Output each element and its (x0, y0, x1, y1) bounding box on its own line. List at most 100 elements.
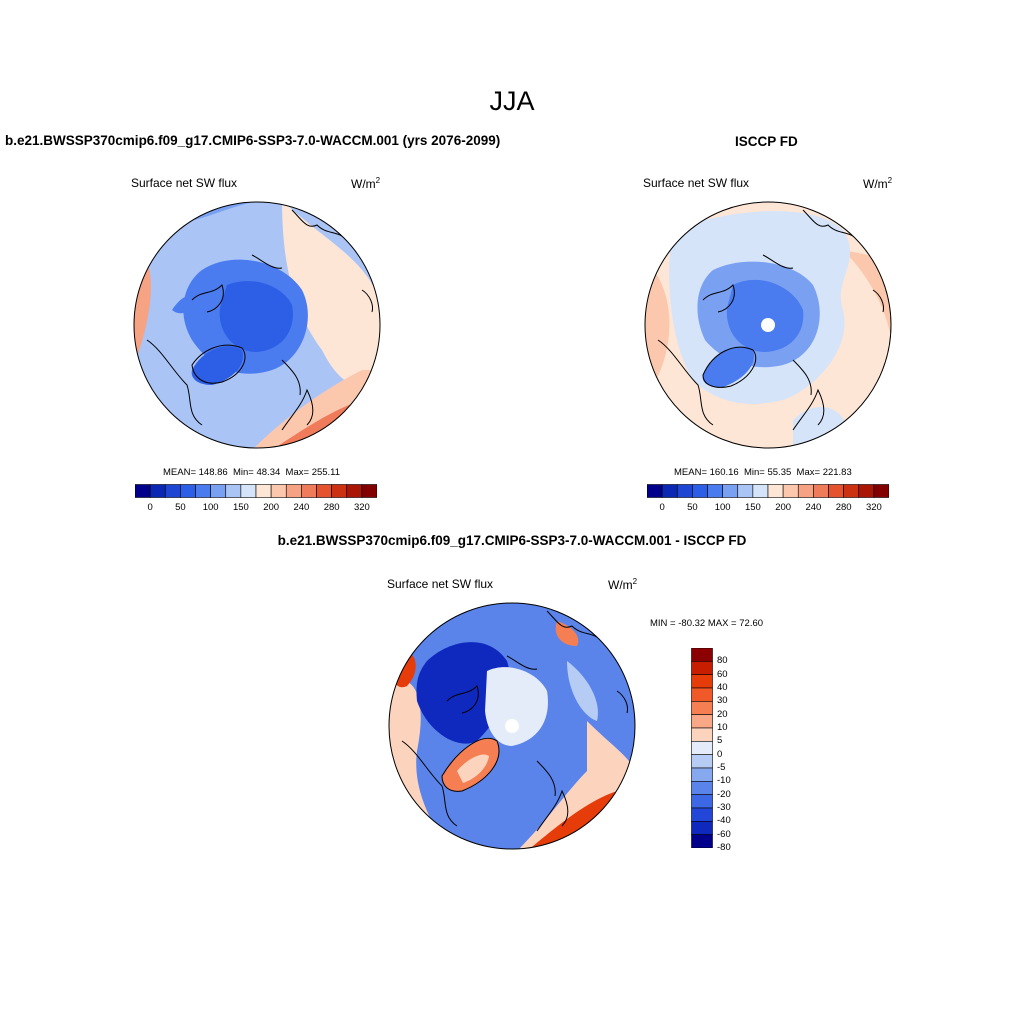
colorbar-swatch (722, 484, 739, 498)
colorbar-tick-label: -40 (717, 815, 731, 827)
colorbar-swatch (255, 484, 272, 498)
max-value: 72.60 (739, 618, 764, 629)
colorbar-tick-label: 0 (717, 748, 723, 760)
panel-diff-colorbar-ticks: 80 60 40 30 20 10 5 0 -5 -10 -20 -30 -40 -60 -80 (717, 648, 757, 853)
colorbar-swatch (737, 484, 754, 498)
map-border (133, 201, 381, 449)
min-value: 48.34 (256, 467, 281, 478)
sw-region-west-low (172, 295, 197, 314)
colorbar-tick-label: 0 (659, 502, 665, 513)
colorbar-tick-label: 50 (687, 502, 698, 513)
colorbar-tick-label: 150 (744, 502, 761, 513)
panel-diff-colorbar (691, 648, 713, 848)
colorbar-swatch (225, 484, 242, 498)
colorbar-swatch (210, 484, 227, 498)
colorbar-swatch (691, 714, 713, 729)
colorbar-swatch (707, 484, 723, 498)
min-label: Min= (743, 467, 765, 478)
min-value: -80.32 (678, 618, 706, 629)
pole-hole (761, 318, 775, 332)
colorbar-swatch (346, 484, 363, 498)
colorbar-swatch (135, 484, 151, 498)
sw-region-east (843, 250, 891, 360)
colorbar-swatch (270, 484, 287, 498)
colorbar-tick-label: -20 (717, 788, 731, 800)
min-label: Min= (232, 467, 254, 478)
colorbar-tick-label: 320 (353, 502, 370, 513)
colorbar-swatch (691, 767, 713, 782)
colorbar-swatch (828, 484, 844, 498)
colorbar-swatch (691, 727, 713, 742)
colorbar-swatch (691, 834, 713, 848)
mean-value: 148.86 (198, 467, 228, 478)
sw-region-arctic-lower (726, 279, 804, 352)
coastlines (657, 209, 884, 431)
units-exponent: 2 (632, 577, 638, 586)
colorbar-swatch (691, 794, 713, 809)
panel-diff-units: W/m2 (608, 577, 637, 592)
colorbar-tick-label: 280 (835, 502, 852, 513)
colorbar-tick-label: 150 (232, 502, 249, 513)
colorbar-swatch (691, 781, 713, 795)
colorbar-swatch (361, 484, 377, 498)
colorbar-tick-label: 80 (717, 655, 728, 667)
colorbar-swatch (691, 674, 713, 689)
colorbar-tick-label: 20 (717, 708, 728, 720)
panel-obs-map (644, 201, 892, 449)
colorbar-tick-label: 10 (717, 722, 728, 733)
map-border (644, 201, 892, 449)
panel-obs-colorbar-ticks: 0 50 100 150 200 240 280 320 (647, 502, 889, 516)
colorbar-swatch (164, 484, 181, 498)
coastlines (146, 209, 373, 431)
sw-region-east-warm (282, 202, 380, 387)
pole-hole (505, 719, 519, 733)
colorbar-tick-label: -5 (717, 762, 726, 773)
colorbar-swatch (661, 484, 678, 498)
colorbar-swatch (180, 484, 196, 498)
colorbar-tick-label: -60 (717, 828, 731, 840)
colorbar-tick-label: 0 (147, 502, 153, 513)
colorbar-tick-label: 320 (865, 502, 882, 513)
max-label: MAX = (707, 618, 737, 629)
max-label: Max= (796, 467, 821, 478)
mean-label: MEAN= (163, 467, 196, 478)
colorbar-swatch (813, 484, 829, 498)
panel-diff-title: b.e21.BWSSP370cmip6.f09_g17.CMIP6-SSP3-7… (277, 533, 747, 548)
colorbar-tick-label: 40 (717, 682, 728, 693)
diff-region-northeast-max (555, 621, 579, 646)
panel-obs-title: ISCCP FD (735, 134, 798, 149)
colorbar-swatch (752, 484, 769, 498)
colorbar-tick-label: 280 (323, 502, 340, 513)
colorbar-swatch (782, 484, 799, 498)
mean-value: 160.16 (709, 467, 739, 478)
colorbar-swatch (691, 807, 713, 822)
colorbar-swatch (843, 484, 860, 498)
diff-region-greenland-inner (457, 754, 489, 783)
units-text: W/m (608, 578, 633, 592)
colorbar-swatch (692, 484, 708, 498)
colorbar-swatch (331, 484, 348, 498)
colorbar-swatch (285, 484, 302, 498)
colorbar-swatch (316, 484, 332, 498)
panel-model-colorbar (135, 484, 377, 498)
colorbar-tick-label: 5 (717, 735, 723, 747)
panel-model-variable: Surface net SW flux (131, 176, 238, 190)
panel-model-colorbar-ticks: 0 50 100 150 200 240 280 320 (135, 502, 377, 516)
panel-obs-units: W/m2 (863, 176, 892, 191)
panel-obs-colorbar (647, 484, 889, 498)
colorbar-tick-label: -30 (717, 802, 731, 813)
panel-model-map (133, 201, 381, 449)
colorbar-swatch (691, 754, 713, 769)
colorbar-tick-label: 200 (263, 502, 280, 513)
units-exponent: 2 (887, 176, 893, 185)
colorbar-swatch (858, 484, 875, 498)
colorbar-swatch (691, 741, 713, 755)
colorbar-swatch (647, 484, 663, 498)
sw-region-arctic-min (219, 281, 293, 352)
colorbar-swatch (149, 484, 166, 498)
colorbar-tick-label: 60 (717, 668, 728, 680)
units-text: W/m (863, 177, 888, 191)
diff-region-east-weak (567, 661, 598, 721)
colorbar-tick-label: 240 (293, 502, 310, 513)
panel-model-units: W/m2 (351, 176, 380, 191)
